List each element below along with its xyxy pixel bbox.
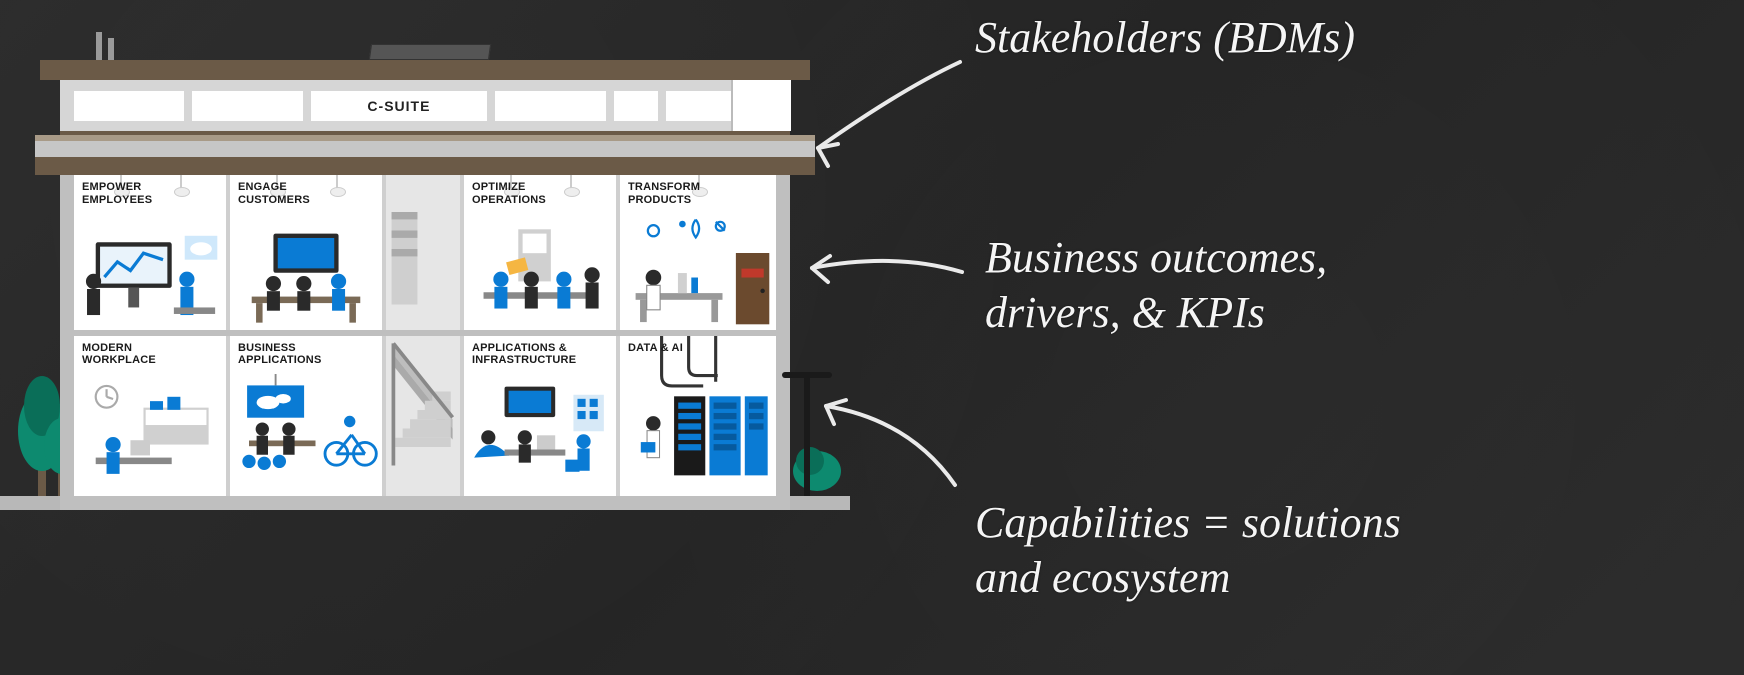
chimney-icon — [96, 32, 102, 60]
room-transform-products: TRANSFORMPRODUCTS — [620, 175, 776, 330]
csuite-window — [495, 91, 605, 121]
room-label: BUSINESSAPPLICATIONS — [238, 342, 321, 367]
lamppost-icon — [804, 376, 810, 496]
room-label: APPLICATIONS &INFRASTRUCTURE — [472, 342, 576, 367]
room-label: MODERNWORKPLACE — [82, 342, 156, 367]
floor-bottom: MODERNWORKPLACE — [74, 336, 776, 497]
csuite-side-wall — [731, 80, 791, 131]
mezzanine — [35, 135, 815, 175]
room-label: ENGAGECUSTOMERS — [238, 181, 310, 206]
csuite-window — [74, 91, 184, 121]
room-optimize-operations: OPTIMIZEOPERATIONS — [464, 175, 620, 330]
bush-icon — [792, 431, 842, 496]
room-engage-customers: ENGAGECUSTOMERS — [230, 175, 386, 330]
room-modern-workplace: MODERNWORKPLACE — [74, 336, 230, 497]
csuite-floor: C-SUITE — [60, 80, 790, 135]
solar-panel-icon — [369, 44, 491, 60]
chimney-icon — [108, 38, 114, 60]
csuite-window — [614, 91, 658, 121]
stairs-icon — [386, 175, 460, 314]
floor-top: EMPOWEREMPLOYEES — [74, 175, 776, 336]
room-apps-infrastructure: APPLICATIONS &INFRASTRUCTURE — [464, 336, 620, 497]
room-data-ai: DATA & AI — [620, 336, 776, 497]
roof — [40, 60, 810, 80]
building-scene: C-SUITE EMPOWEREMPLOYEES — [0, 0, 850, 530]
room-label: EMPOWEREMPLOYEES — [82, 181, 152, 206]
stairwell — [386, 175, 464, 330]
office-illustration-icon — [620, 336, 776, 492]
room-label: DATA & AI — [628, 342, 683, 355]
csuite-window — [192, 91, 302, 121]
stairs-icon — [386, 336, 460, 484]
annotation-stakeholders: Stakeholders (BDMs) — [975, 10, 1355, 65]
stairwell — [386, 336, 464, 497]
room-business-applications: BUSINESSAPPLICATIONS — [230, 336, 386, 497]
room-empower-employees: EMPOWEREMPLOYEES — [74, 175, 230, 330]
room-label: TRANSFORMPRODUCTS — [628, 181, 700, 206]
room-label: OPTIMIZEOPERATIONS — [472, 181, 546, 206]
csuite-label: C-SUITE — [311, 91, 488, 121]
office-floors: EMPOWEREMPLOYEES — [60, 175, 790, 510]
annotation-outcomes: Business outcomes,drivers, & KPIs — [985, 230, 1327, 340]
building: C-SUITE EMPOWEREMPLOYEES — [60, 60, 790, 510]
annotation-capabilities: Capabilities = solutionsand ecosystem — [975, 495, 1401, 605]
